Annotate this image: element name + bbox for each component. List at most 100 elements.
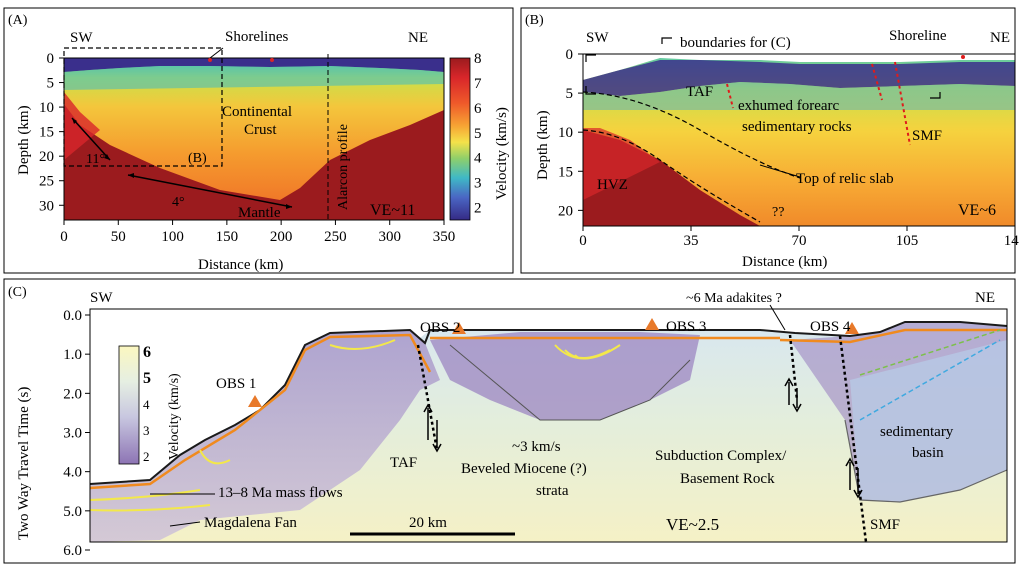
- panel-b-sw: SW: [586, 30, 609, 46]
- panel-a-shorelines: Shorelines: [225, 29, 288, 45]
- panel-a-xtick-label: 200: [270, 229, 293, 245]
- panel-c-ytick-label: 1.0: [63, 347, 82, 363]
- panel-b-xtick-label: 70: [792, 233, 807, 249]
- panel-b-exhumed-2: sedimentary rocks: [742, 119, 852, 135]
- obs-1-marker: [248, 395, 262, 407]
- panel-c-sw: SW: [90, 290, 113, 306]
- panel-a-mantle: Mantle: [238, 205, 281, 221]
- panel-a-ve: VE~11: [370, 202, 415, 219]
- panel-a: (A) SW NE Shorelines Cont: [3, 7, 514, 274]
- panel-c-taf: TAF: [390, 455, 417, 471]
- panel-b: (B) SW NE: [520, 7, 1019, 274]
- panel-b-xtick-label: 0: [579, 233, 587, 249]
- panel-a-yticks: 0 5 10 15 20 25 30: [39, 51, 64, 214]
- panel-b-ytick-label: 0: [566, 47, 574, 63]
- panel-a-colorbar-ticks: 8 7 6 5 4 3 2: [474, 51, 482, 217]
- panel-c-legend-tick: 2: [143, 449, 150, 464]
- panel-b-boundaries: boundaries for (C): [680, 35, 791, 51]
- panel-b-xtick-label: 35: [684, 233, 699, 249]
- panel-b-yticks: 0 5 10 15 20: [558, 47, 583, 219]
- panel-b-xlabel: Distance (km): [742, 254, 827, 270]
- panel-c-ytick-label: 3.0: [63, 426, 82, 442]
- panel-a-colorbar-tick: 3: [474, 176, 482, 192]
- panel-b-ylabel: Depth (km): [535, 110, 551, 180]
- panel-a-continental: Continental: [222, 104, 292, 120]
- panel-a-b-label: (B): [188, 151, 207, 166]
- panel-a-xtick-label: 50: [111, 229, 126, 245]
- panel-b-smf: SMF: [912, 128, 942, 144]
- panel-a-alarcon: Alarcon profile: [336, 124, 351, 210]
- panel-b-exhumed-1: exhumed forearc: [738, 98, 840, 114]
- panel-b-xtick-label: 140: [1004, 233, 1019, 249]
- panel-c-smf: SMF: [870, 517, 900, 533]
- panel-c-obs3: OBS 3: [666, 319, 706, 335]
- panel-b-ytick-label: 20: [558, 203, 573, 219]
- panel-b-xtick-label: 105: [896, 233, 919, 249]
- panel-a-xtick-label: 300: [378, 229, 401, 245]
- panel-c-legend-tick: 4: [143, 397, 150, 412]
- panel-c-ylabel: Two Way Travel Time (s): [16, 387, 32, 540]
- panel-b-ne: NE: [990, 30, 1010, 46]
- panel-b-taf: TAF: [686, 84, 713, 100]
- panel-a-ylabel: Depth (km): [16, 105, 32, 175]
- panel-c-massflows: 13–8 Ma mass flows: [218, 485, 343, 501]
- panel-a-letter: (A): [8, 13, 28, 28]
- panel-c-ytick-label: 6.0: [63, 543, 82, 559]
- panel-a-ytick-label: 15: [39, 125, 54, 141]
- panel-b-xticks: 0 35 70 105 140: [579, 226, 1019, 249]
- panel-a-ytick-label: 10: [39, 100, 54, 116]
- panel-c-ytick-label: 5.0: [63, 504, 82, 520]
- panel-c-strata: strata: [536, 483, 569, 499]
- panel-a-ytick-label: 30: [39, 198, 54, 214]
- obs-2-marker: [452, 322, 466, 334]
- panel-a-ytick-label: 25: [39, 174, 54, 190]
- panel-c-legend-ticks: 6 5 4 3 2: [143, 344, 151, 464]
- panel-c-legend-tick: 6: [143, 344, 151, 361]
- panel-c-letter: (C): [8, 285, 27, 300]
- panel-a-colorbar: [449, 57, 471, 221]
- panel-c-subduction-2: Basement Rock: [680, 471, 775, 487]
- panel-c-yticks: 0.0 1.0 2.0 3.0 4.0 5.0 6.0: [63, 308, 90, 559]
- panel-c-obs1: OBS 1: [216, 376, 256, 392]
- panel-a-xticks: 0 50 100 150 200 250 300 350: [60, 220, 455, 245]
- panel-c-magdalena: Magdalena Fan: [204, 515, 297, 531]
- panel-a-ytick-label: 0: [47, 51, 55, 67]
- obs-4-marker: [845, 322, 859, 334]
- panel-a-xtick-label: 150: [216, 229, 239, 245]
- panel-a-ne: NE: [408, 30, 428, 46]
- panel-c-legend: [118, 345, 140, 465]
- panel-b-hvz: HVZ: [597, 177, 628, 193]
- panel-c-subduction-1: Subduction Complex/: [655, 448, 787, 464]
- panel-a-xtick-label: 350: [433, 229, 456, 245]
- panel-a-colorbar-tick: 5: [474, 126, 482, 142]
- panel-b-qq: ??: [772, 205, 784, 220]
- panel-c-ne: NE: [975, 290, 995, 306]
- panel-c-adakites: ~6 Ma adakites ?: [686, 291, 782, 306]
- panel-a-angle-11: 11°: [86, 152, 105, 167]
- panel-a-xtick-label: 100: [161, 229, 184, 245]
- panel-a-colorbar-tick: 6: [474, 101, 482, 117]
- panel-c-obs4: OBS 4: [810, 319, 851, 335]
- panel-a-plot: [63, 47, 445, 221]
- panel-a-xlabel: Distance (km): [198, 257, 283, 273]
- panel-c-sed-1: sedimentary: [880, 424, 954, 440]
- panel-c-scale: 20 km: [409, 515, 447, 531]
- panel-c-ve: VE~2.5: [666, 515, 719, 534]
- panel-a-colorbar-tick: 2: [474, 201, 482, 217]
- panel-b-relic: Top of relic slab: [796, 171, 894, 187]
- panel-c-obs2: OBS 2: [420, 320, 460, 336]
- panel-a-crust: Crust: [244, 122, 277, 138]
- panel-a-colorbar-tick: 8: [474, 51, 482, 67]
- panel-a-ytick-label: 5: [47, 76, 55, 92]
- panel-b-ytick-label: 15: [558, 164, 573, 180]
- panel-c-ytick-label: 0.0: [63, 308, 82, 324]
- panel-a-xtick-label: 0: [60, 229, 68, 245]
- panel-c-ytick-label: 2.0: [63, 386, 82, 402]
- panel-a-colorbar-tick: 7: [474, 76, 482, 92]
- panel-c: (C): [3, 278, 1016, 564]
- panel-c-ytick-label: 4.0: [63, 465, 82, 481]
- obs-3-marker: [645, 318, 659, 330]
- panel-c-sed-2: basin: [912, 445, 944, 461]
- panel-c-legend-tick: 5: [143, 370, 151, 387]
